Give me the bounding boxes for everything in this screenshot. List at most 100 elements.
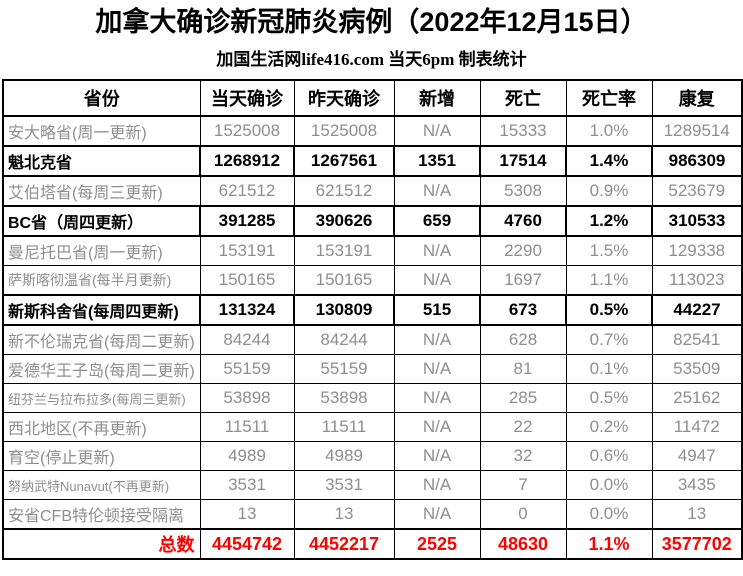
table-row: 魁北克省 1268912 1267561 1351 17514 1.4% 986…: [2, 145, 743, 178]
province-cell: 曼尼托巴省(周一更新): [2, 235, 201, 267]
new-cases-cell: N/A: [393, 470, 481, 501]
total-row: 总数 4454742 4452217 2525 48630 1.1% 35777…: [2, 528, 743, 560]
header-new-cases: 新增: [393, 79, 481, 118]
total-deaths-cell: 48630: [479, 528, 567, 560]
today-cell: 131324: [199, 294, 295, 327]
table-row: 萨斯喀彻温省(每半月更新) 150165 150165 N/A 1697 1.1…: [2, 265, 743, 296]
death-rate-cell: 1.1%: [565, 265, 653, 296]
deaths-cell: 4760: [479, 205, 567, 238]
table-row: 曼尼托巴省(周一更新) 153191 153191 N/A 2290 1.5% …: [2, 235, 743, 267]
page-title: 加拿大确诊新冠肺炎病例（2022年12月15日）: [95, 7, 648, 37]
recovered-cell: 1289514: [651, 115, 743, 147]
table-header-row: 省份 当天确诊 昨天确诊 新增 死亡 死亡率 康复: [2, 79, 743, 118]
recovered-cell: 44227: [651, 294, 743, 327]
total-death-rate-cell: 1.1%: [565, 528, 653, 560]
deaths-cell: 81: [479, 354, 567, 385]
deaths-cell: 673: [479, 294, 567, 327]
yesterday-cell: 4989: [293, 441, 395, 472]
table-row: 育空(停止更新) 4989 4989 N/A 32 0.6% 4947: [2, 441, 743, 472]
new-cases-cell: 515: [393, 294, 481, 327]
recovered-cell: 53509: [651, 354, 743, 385]
table-row: 新斯科舍省(每周四更新) 131324 130809 515 673 0.5% …: [2, 294, 743, 327]
today-cell: 1268912: [199, 145, 295, 178]
death-rate-cell: 0.2%: [565, 412, 653, 443]
new-cases-cell: 659: [393, 205, 481, 238]
deaths-cell: 0: [479, 499, 567, 530]
province-cell: BC省（周四更新）: [2, 205, 201, 238]
recovered-cell: 4947: [651, 441, 743, 472]
province-cell: 新斯科舍省(每周四更新): [2, 294, 201, 327]
header-yesterday-confirmed: 昨天确诊: [293, 79, 395, 118]
province-cell: 安大略省(周一更新): [2, 115, 201, 147]
death-rate-cell: 0.1%: [565, 354, 653, 385]
death-rate-cell: 0.5%: [565, 383, 653, 414]
recovered-cell: 129338: [651, 235, 743, 267]
table-row: 艾伯塔省(每周三更新) 621512 621512 N/A 5308 0.9% …: [2, 175, 743, 207]
death-rate-cell: 1.0%: [565, 115, 653, 147]
today-cell: 153191: [199, 235, 295, 267]
table-row: 爱德华王子岛(每周二更新) 55159 55159 N/A 81 0.1% 53…: [2, 354, 743, 385]
deaths-cell: 285: [479, 383, 567, 414]
deaths-cell: 628: [479, 324, 567, 356]
deaths-cell: 15333: [479, 115, 567, 147]
yesterday-cell: 621512: [293, 175, 395, 207]
page-subtitle: 加国生活网life416.com 当天6pm 制表统计: [216, 50, 527, 70]
today-cell: 4989: [199, 441, 295, 472]
recovered-cell: 3435: [651, 470, 743, 501]
yesterday-cell: 13: [293, 499, 395, 530]
province-cell: 安省CFB特伦顿接受隔离: [2, 499, 201, 530]
province-cell: 爱德华王子岛(每周二更新): [2, 354, 201, 385]
header-recovered: 康复: [651, 79, 743, 118]
death-rate-cell: 1.2%: [565, 205, 653, 238]
covid-cases-table: 省份 当天确诊 昨天确诊 新增 死亡 死亡率 康复 安大略省(周一更新) 152…: [2, 79, 743, 561]
table-row: BC省（周四更新） 391285 390626 659 4760 1.2% 31…: [2, 205, 743, 238]
new-cases-cell: N/A: [393, 115, 481, 147]
recovered-cell: 25162: [651, 383, 743, 414]
total-new-cases-cell: 2525: [393, 528, 481, 560]
yesterday-cell: 55159: [293, 354, 395, 385]
yesterday-cell: 1525008: [293, 115, 395, 147]
yesterday-cell: 153191: [293, 235, 395, 267]
yesterday-cell: 1267561: [293, 145, 395, 178]
table-row: 努纳武特Nunavut(不再更新) 3531 3531 N/A 7 0.0% 3…: [2, 470, 743, 501]
new-cases-cell: N/A: [393, 412, 481, 443]
recovered-cell: 82541: [651, 324, 743, 356]
table-row: 新不伦瑞克省(每周二更新) 84244 84244 N/A 628 0.7% 8…: [2, 324, 743, 356]
table-row: 西北地区(不再更新) 11511 11511 N/A 22 0.2% 11472: [2, 412, 743, 443]
today-cell: 621512: [199, 175, 295, 207]
death-rate-cell: 0.0%: [565, 470, 653, 501]
new-cases-cell: N/A: [393, 324, 481, 356]
header-death-rate: 死亡率: [565, 79, 653, 118]
page: 加拿大确诊新冠肺炎病例（2022年12月15日） 加国生活网life416.co…: [0, 6, 743, 576]
today-cell: 84244: [199, 324, 295, 356]
death-rate-cell: 1.5%: [565, 235, 653, 267]
table-row: 安省CFB特伦顿接受隔离 13 13 N/A 0 0.0% 13: [2, 499, 743, 530]
deaths-cell: 2290: [479, 235, 567, 267]
death-rate-cell: 0.9%: [565, 175, 653, 207]
header-deaths: 死亡: [479, 79, 567, 118]
total-yesterday-cell: 4452217: [293, 528, 395, 560]
recovered-cell: 113023: [651, 265, 743, 296]
death-rate-cell: 1.4%: [565, 145, 653, 178]
today-cell: 11511: [199, 412, 295, 443]
yesterday-cell: 130809: [293, 294, 395, 327]
table-row: 纽芬兰与拉布拉多(每周三更新) 53898 53898 N/A 285 0.5%…: [2, 383, 743, 414]
total-recovered-cell: 3577702: [651, 528, 743, 560]
header-province: 省份: [2, 79, 201, 118]
province-cell: 新不伦瑞克省(每周二更新): [2, 324, 201, 356]
today-cell: 391285: [199, 205, 295, 238]
yesterday-cell: 84244: [293, 324, 395, 356]
header-today-confirmed: 当天确诊: [199, 79, 295, 118]
deaths-cell: 32: [479, 441, 567, 472]
today-cell: 150165: [199, 265, 295, 296]
new-cases-cell: N/A: [393, 354, 481, 385]
yesterday-cell: 150165: [293, 265, 395, 296]
recovered-cell: 986309: [651, 145, 743, 178]
province-cell: 纽芬兰与拉布拉多(每周三更新): [2, 383, 201, 414]
yesterday-cell: 390626: [293, 205, 395, 238]
province-cell: 努纳武特Nunavut(不再更新): [2, 470, 201, 501]
recovered-cell: 523679: [651, 175, 743, 207]
province-cell: 萨斯喀彻温省(每半月更新): [2, 265, 201, 296]
deaths-cell: 17514: [479, 145, 567, 178]
deaths-cell: 7: [479, 470, 567, 501]
